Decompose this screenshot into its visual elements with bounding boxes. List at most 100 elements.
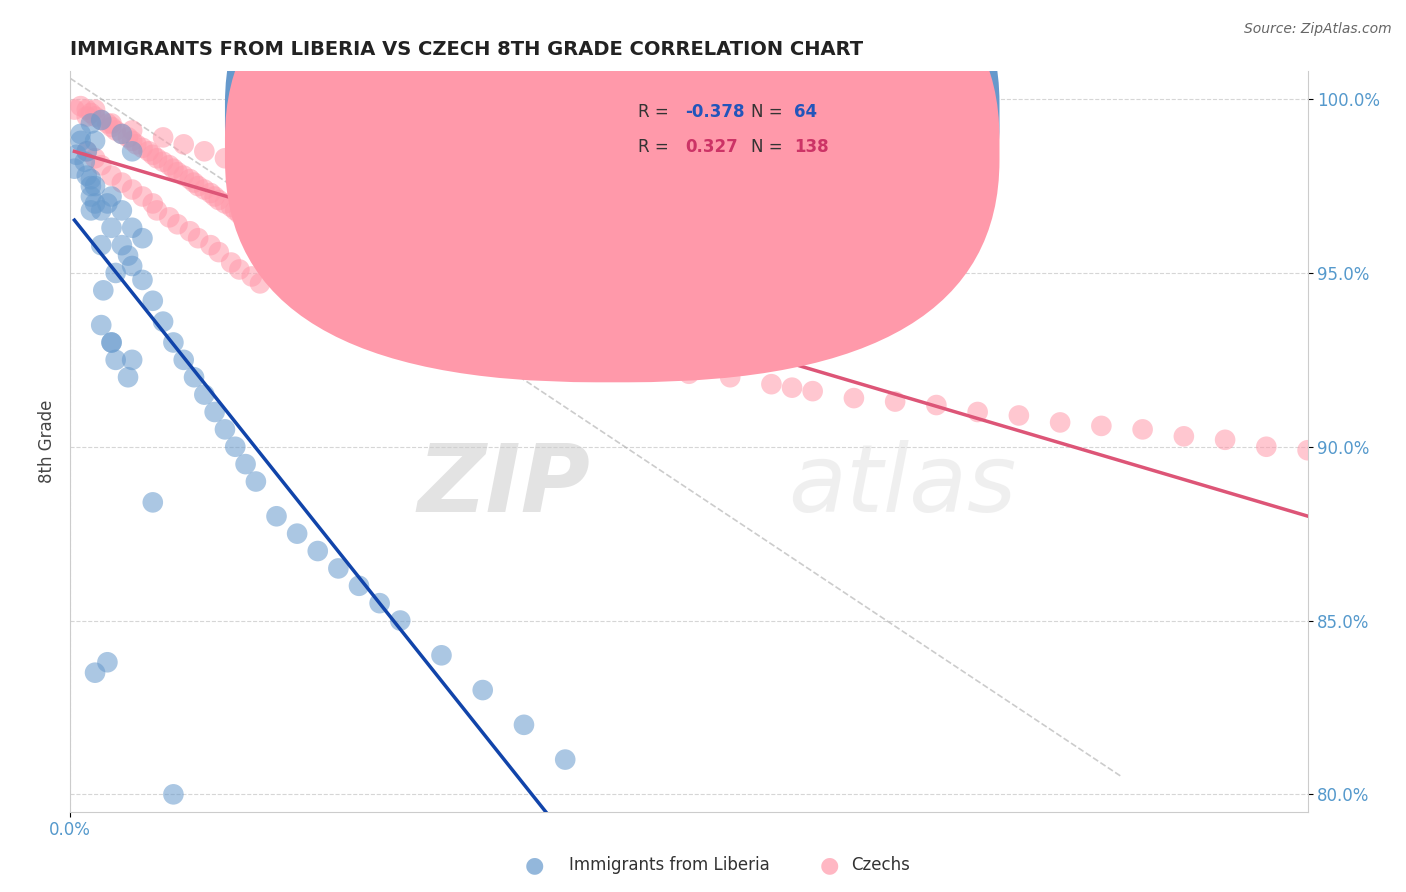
Point (166, 165, 188, 179)
Point (96, 116, 118, 130)
Point (69, 99, 91, 113)
Point (224, 440, 246, 454)
Point (90, 158, 112, 172)
Point (80, 189, 103, 203)
Point (90, 203, 112, 218)
Point (111, 176, 134, 190)
Point (420, 304, 443, 318)
Point (554, 343, 576, 357)
Point (352, 277, 374, 291)
Point (152, 315, 174, 329)
Point (63, 103, 86, 117)
Point (311, 255, 333, 269)
Point (121, 182, 143, 196)
Point (69, 134, 91, 148)
Point (138, 145, 160, 159)
Point (394, 172, 416, 186)
Point (90, 238, 112, 252)
Point (780, 381, 803, 395)
Point (84, 151, 107, 165)
Point (337, 269, 360, 284)
Point (76, 145, 98, 159)
Point (1173, 429, 1195, 443)
Point (80, 203, 103, 218)
Point (409, 301, 432, 315)
Point (496, 328, 519, 343)
Point (187, 231, 209, 245)
Point (76, 103, 98, 117)
Point (1132, 422, 1154, 436)
Text: N =: N = (751, 103, 787, 121)
Point (84, 103, 107, 117)
Point (378, 286, 401, 301)
Point (65, 148, 87, 162)
Point (96, 196, 118, 211)
Point (162, 161, 184, 176)
FancyBboxPatch shape (225, 0, 1000, 383)
Point (100, 120, 122, 134)
Point (266, 103, 288, 117)
Point (249, 277, 271, 291)
Point (1049, 416, 1071, 430)
Point (595, 352, 617, 367)
Point (104, 266, 127, 280)
Point (208, 245, 231, 260)
Point (266, 509, 288, 524)
Point (173, 169, 195, 183)
Point (142, 293, 165, 308)
Point (214, 422, 236, 436)
Point (249, 220, 271, 235)
Point (162, 788, 184, 802)
Point (121, 123, 143, 137)
Point (405, 297, 427, 311)
Point (173, 137, 195, 152)
Point (142, 196, 165, 211)
Point (91, 283, 114, 297)
Point (131, 141, 153, 155)
Point (100, 335, 122, 350)
Point (364, 158, 387, 172)
Point (100, 335, 122, 350)
Text: Czechs: Czechs (851, 856, 910, 874)
Point (152, 130, 174, 145)
Point (328, 561, 350, 575)
Point (718, 370, 741, 384)
Point (142, 495, 165, 509)
Point (80, 179, 103, 194)
Text: -0.378: -0.378 (685, 103, 745, 121)
Point (100, 189, 122, 203)
Point (420, 186, 443, 200)
Y-axis label: 8th Grade: 8th Grade (38, 400, 56, 483)
Point (1296, 443, 1319, 458)
Point (297, 249, 319, 263)
Point (323, 262, 346, 277)
Point (63, 161, 86, 176)
Point (90, 113, 112, 128)
Point (276, 238, 298, 252)
Point (1213, 433, 1236, 447)
Point (219, 200, 242, 214)
Point (121, 352, 143, 367)
Point (84, 196, 107, 211)
Point (157, 158, 180, 172)
Point (297, 123, 319, 137)
Point (228, 262, 250, 277)
Point (157, 211, 180, 225)
Point (111, 203, 134, 218)
Text: atlas: atlas (787, 441, 1017, 532)
Point (183, 370, 205, 384)
Point (219, 255, 242, 269)
Point (146, 151, 169, 165)
Point (254, 165, 277, 179)
Point (117, 370, 139, 384)
Point (285, 245, 308, 260)
Text: ZIP: ZIP (418, 440, 591, 532)
Point (240, 269, 263, 284)
Point (554, 753, 576, 767)
Point (125, 137, 148, 152)
Point (1256, 440, 1278, 454)
Point (208, 193, 231, 207)
Point (323, 137, 346, 152)
Point (842, 391, 865, 405)
Point (204, 189, 226, 203)
